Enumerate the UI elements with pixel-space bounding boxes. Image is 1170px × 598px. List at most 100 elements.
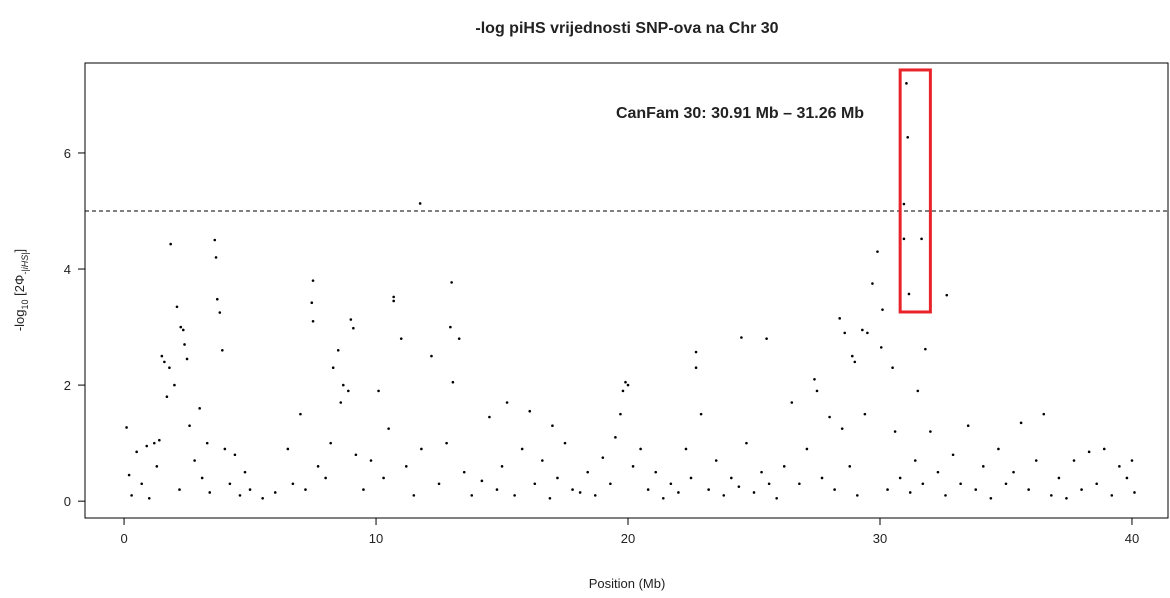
data-point	[450, 281, 453, 284]
data-point	[541, 459, 544, 462]
data-point	[959, 482, 962, 486]
data-point	[944, 494, 947, 497]
data-point	[1034, 459, 1038, 462]
data-point	[500, 465, 504, 468]
data-point	[548, 496, 552, 500]
data-point	[437, 482, 441, 486]
data-point	[304, 488, 307, 491]
data-point	[907, 292, 911, 296]
data-point	[563, 441, 567, 445]
data-point	[745, 441, 748, 445]
data-point	[898, 476, 902, 480]
data-point	[382, 476, 385, 480]
data-point	[169, 242, 172, 246]
data-point	[311, 319, 315, 323]
data-point	[354, 453, 358, 457]
data-point	[614, 436, 617, 439]
data-point	[866, 331, 869, 335]
data-point	[261, 496, 264, 500]
data-point	[310, 301, 314, 304]
data-point	[1125, 476, 1129, 480]
data-point	[871, 282, 874, 285]
data-point	[631, 465, 635, 468]
data-point	[347, 389, 350, 393]
data-point	[908, 491, 912, 494]
data-point	[291, 482, 295, 486]
data-point	[198, 407, 201, 410]
y-label-part: -|iHS|	[20, 252, 30, 274]
data-point	[989, 496, 993, 500]
data-point	[513, 494, 516, 497]
data-point	[163, 360, 166, 364]
data-point	[205, 441, 209, 445]
data-point	[218, 311, 222, 314]
data-point	[1102, 447, 1106, 451]
data-point	[179, 325, 183, 329]
data-point	[740, 336, 743, 339]
data-point	[181, 328, 185, 332]
data-point	[920, 237, 923, 241]
data-point	[639, 447, 642, 451]
data-point	[654, 470, 658, 474]
data-point	[130, 494, 133, 497]
y-tick-label: 2	[64, 378, 71, 393]
data-point	[173, 383, 176, 387]
data-point	[646, 488, 650, 491]
data-point	[495, 488, 499, 491]
data-point	[449, 325, 452, 329]
data-point	[624, 380, 627, 384]
data-point	[505, 401, 509, 404]
data-point	[316, 465, 320, 468]
data-point	[392, 295, 395, 299]
data-point	[214, 256, 218, 259]
data-point	[856, 494, 859, 497]
data-point	[228, 482, 232, 486]
data-point	[208, 491, 212, 494]
data-point	[1087, 450, 1091, 454]
data-point	[684, 447, 688, 451]
data-point	[879, 346, 883, 349]
data-point	[221, 348, 224, 352]
data-point	[243, 470, 247, 474]
data-point	[470, 494, 474, 497]
data-point	[677, 491, 680, 494]
data-point	[833, 488, 836, 491]
data-point	[556, 476, 559, 480]
data-point	[341, 383, 345, 387]
data-point	[905, 82, 908, 85]
data-point	[798, 482, 801, 486]
data-point	[551, 424, 554, 428]
data-point	[626, 383, 630, 387]
y-axis-label: -log10 [2Φ-|iHS|]	[12, 249, 30, 331]
data-point	[876, 250, 879, 253]
data-point	[782, 465, 786, 468]
x-tick-label: 0	[120, 531, 127, 546]
data-point	[457, 337, 461, 340]
data-point	[848, 465, 852, 468]
data-point	[886, 488, 889, 491]
data-point	[160, 354, 164, 358]
y-tick-label: 0	[64, 494, 71, 509]
data-point	[387, 427, 390, 430]
data-point	[404, 465, 408, 468]
data-point	[324, 476, 327, 480]
data-point	[760, 470, 763, 474]
data-point	[125, 426, 128, 429]
data-point	[997, 447, 1000, 451]
data-point	[155, 465, 159, 468]
data-point	[135, 450, 138, 454]
x-axis-label: Position (Mb)	[589, 576, 666, 591]
data-point	[982, 465, 985, 468]
data-point	[528, 409, 532, 413]
data-point	[213, 238, 217, 242]
data-point	[200, 476, 204, 480]
data-point	[1050, 494, 1053, 497]
data-point	[140, 482, 143, 486]
data-point	[621, 389, 625, 393]
data-point	[1057, 476, 1061, 480]
data-point	[689, 476, 693, 480]
data-point	[609, 482, 612, 486]
y-label-part: ]	[12, 249, 27, 253]
data-point	[480, 479, 484, 483]
